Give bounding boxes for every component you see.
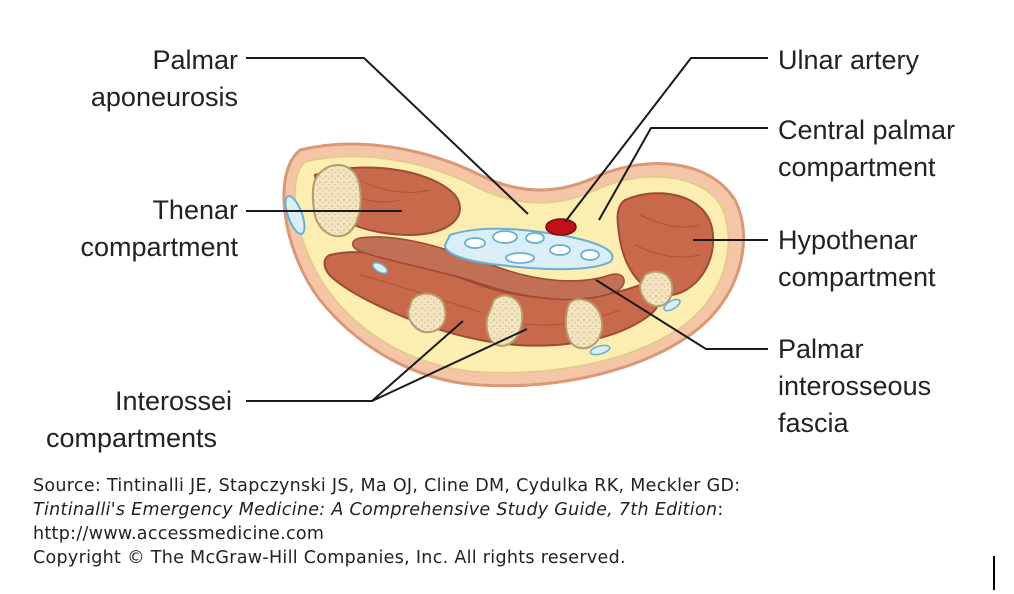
vessel xyxy=(372,261,388,275)
label-palmar-aponeurosis: Palmar aponeurosis xyxy=(60,42,238,116)
thenar-bone xyxy=(311,164,362,238)
label-hypothenar-line2: compartment xyxy=(778,262,936,292)
label-thenar-line2: compartment xyxy=(80,232,238,262)
metacarpal-bone xyxy=(406,292,447,334)
source-line-2: Tintinalli's Emergency Medicine: A Compr… xyxy=(33,498,741,522)
vessel xyxy=(589,344,611,356)
text-cursor xyxy=(993,556,995,590)
source-line-1: Source: Tintinalli JE, Stapczynski JS, M… xyxy=(33,476,741,496)
central-fascia xyxy=(443,227,614,271)
metacarpal-bone xyxy=(638,270,674,308)
label-hypothenar-line1: Hypothenar xyxy=(778,225,918,255)
label-palmar-interosseous-line1: Palmar xyxy=(778,334,864,364)
leader-central-palmar xyxy=(598,127,768,221)
leader-ulnar-artery xyxy=(564,57,768,223)
label-palmar-interosseous-line3: fascia xyxy=(778,408,849,438)
label-palmar-interosseous-line2: interosseous xyxy=(778,371,932,401)
label-interossei-line1: Interossei xyxy=(114,386,232,416)
label-thenar-compartment: Thenar compartment xyxy=(40,192,238,266)
book-title-suffix: : xyxy=(717,500,724,520)
source-url[interactable]: http://www.accessmedicine.com xyxy=(33,524,325,544)
leader-palmar-aponeurosis xyxy=(246,57,529,215)
copyright-line: Copyright © The McGraw-Hill Companies, I… xyxy=(33,548,626,568)
label-ulnar-artery: Ulnar artery xyxy=(778,42,919,79)
book-title: Tintinalli's Emergency Medicine: A Compr… xyxy=(33,500,718,520)
label-interossei-line2: compartments xyxy=(46,423,218,453)
label-palmar-aponeurosis-line2: aponeurosis xyxy=(90,82,238,112)
ulnar-artery-vessel xyxy=(545,218,577,236)
label-central-palmar-line1: Central palmar xyxy=(778,115,956,145)
label-thenar-line1: Thenar xyxy=(152,195,238,225)
label-palmar-aponeurosis-line1: Palmar xyxy=(152,45,238,75)
label-central-palmar-line2: compartment xyxy=(778,152,936,182)
tendon xyxy=(505,252,535,264)
vein xyxy=(284,195,306,235)
tendon xyxy=(525,232,545,244)
tendon xyxy=(580,249,600,261)
leader-palmar-interosseous xyxy=(595,279,768,350)
metacarpal-bone xyxy=(485,294,524,348)
label-ulnar-artery-line1: Ulnar artery xyxy=(778,45,920,75)
vessel xyxy=(663,298,681,312)
leader-interossei-2 xyxy=(371,328,528,402)
tendon xyxy=(464,237,486,249)
tendon xyxy=(549,244,571,256)
tendon xyxy=(492,230,518,244)
label-hypothenar-compartment: Hypothenar compartment xyxy=(778,222,936,296)
hypothenar-muscle xyxy=(616,192,715,297)
label-palmar-interosseous-fascia: Palmar interosseous fascia xyxy=(778,331,931,442)
source-citation: Source: Tintinalli JE, Stapczynski JS, M… xyxy=(33,474,741,570)
metacarpal-bone xyxy=(564,298,604,350)
label-interossei-compartments: Interossei compartments xyxy=(46,383,246,457)
label-central-palmar-compartment: Central palmar compartment xyxy=(778,112,955,186)
